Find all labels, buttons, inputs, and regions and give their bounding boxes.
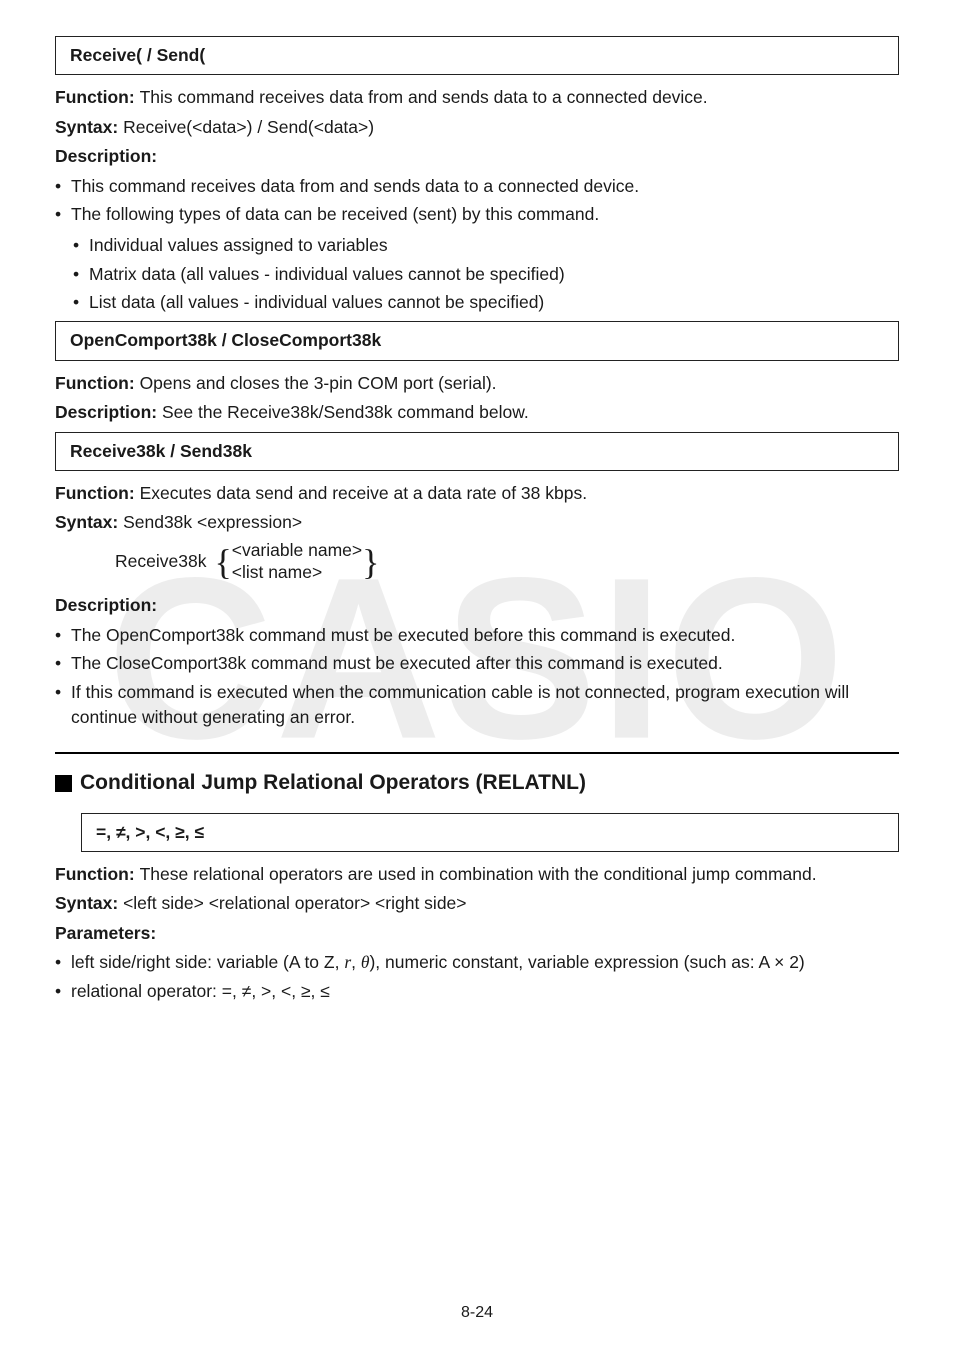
cmd2-description-text: See the Receive38k/Send38k command below… (162, 402, 529, 422)
cmd1-bullets: This command receives data from and send… (55, 174, 899, 228)
s2-function-text: These relational operators are used in c… (140, 864, 817, 884)
cmd2-function-text: Opens and closes the 3-pin COM port (ser… (140, 373, 497, 393)
cmd-title-receive-send: Receive( / Send( (55, 36, 899, 75)
page-number: 8-24 (0, 1301, 954, 1324)
page-content: Receive( / Send( Function: This command … (55, 36, 899, 1004)
cmd1-sub-1: Individual values assigned to variables (73, 233, 899, 258)
s2-p1-mid: , (351, 952, 361, 972)
right-brace-icon: } (362, 545, 379, 579)
s2-p1-pre: left side/right side: variable (A to Z, (71, 952, 344, 972)
cmd3-function: Function: Executes data send and receive… (55, 481, 899, 506)
s2-syntax: Syntax: <left side> <relational operator… (55, 891, 899, 916)
cmd1-description-label: Description: (55, 144, 899, 169)
square-bullet-icon (55, 775, 72, 792)
cmd1-function: Function: This command receives data fro… (55, 85, 899, 110)
cmd-title-38k: Receive38k / Send38k (55, 432, 899, 471)
section-divider (55, 752, 899, 754)
cmd1-sub-2: Matrix data (all values - individual val… (73, 262, 899, 287)
label-syntax: Syntax: (55, 117, 123, 137)
brace-bot: <list name> (232, 562, 362, 584)
cmd3-bullet-3: If this command is executed when the com… (55, 680, 899, 731)
s2-syntax-text: <left side> <relational operator> <right… (123, 893, 466, 913)
s2-function: Function: These relational operators are… (55, 862, 899, 887)
s2-params-label: Parameters: (55, 921, 899, 946)
s2-param-1: left side/right side: variable (A to Z, … (55, 950, 899, 975)
brace-top: <variable name> (232, 540, 362, 562)
cmd3-recv-label: Receive38k (115, 549, 206, 574)
cmd3-bullet-1: The OpenComport38k command must be execu… (55, 623, 899, 648)
cmd3-bullets: The OpenComport38k command must be execu… (55, 623, 899, 731)
cmd1-function-text: This command receives data from and send… (140, 87, 708, 107)
label-function: Function: (55, 87, 140, 107)
label-function-4: Function: (55, 864, 140, 884)
ops-title-box: =, ≠, >, <, ≥, ≤ (81, 813, 899, 852)
cmd3-syntax: Syntax: Send38k <expression> (55, 510, 899, 535)
cmd1-bullet-1: This command receives data from and send… (55, 174, 899, 199)
label-syntax-4: Syntax: (55, 893, 123, 913)
cmd2-description: Description: See the Receive38k/Send38k … (55, 400, 899, 425)
label-description-2: Description: (55, 402, 162, 422)
s2-p1-post: ), numeric constant, variable expression… (369, 952, 804, 972)
cmd3-description-label: Description: (55, 593, 899, 618)
cmd3-bullet-2: The CloseComport38k command must be exec… (55, 651, 899, 676)
cmd-title-comport: OpenComport38k / CloseComport38k (55, 321, 899, 360)
s2-params: left side/right side: variable (A to Z, … (55, 950, 899, 1004)
cmd2-function: Function: Opens and closes the 3-pin COM… (55, 371, 899, 396)
cmd1-subbullets: Individual values assigned to variables … (73, 233, 899, 315)
label-function-3: Function: (55, 483, 140, 503)
label-function-2: Function: (55, 373, 140, 393)
label-syntax-3: Syntax: (55, 512, 123, 532)
cmd3-function-text: Executes data send and receive at a data… (140, 483, 588, 503)
cmd1-syntax-text: Receive(<data>) / Send(<data>) (123, 117, 374, 137)
section-heading-text: Conditional Jump Relational Operators (R… (80, 768, 586, 798)
brace-body: <variable name> <list name> (232, 540, 362, 584)
cmd3-receive-brace: Receive38k { <variable name> <list name>… (115, 540, 899, 584)
cmd1-bullet-2: The following types of data can be recei… (55, 202, 899, 227)
cmd1-syntax: Syntax: Receive(<data>) / Send(<data>) (55, 115, 899, 140)
s2-param-2: relational operator: =, ≠, >, <, ≥, ≤ (55, 979, 899, 1004)
cmd3-syntax-text: Send38k <expression> (123, 512, 302, 532)
section-heading-relatnl: Conditional Jump Relational Operators (R… (55, 768, 899, 798)
left-brace-icon: { (214, 545, 231, 579)
cmd1-sub-3: List data (all values - individual value… (73, 290, 899, 315)
